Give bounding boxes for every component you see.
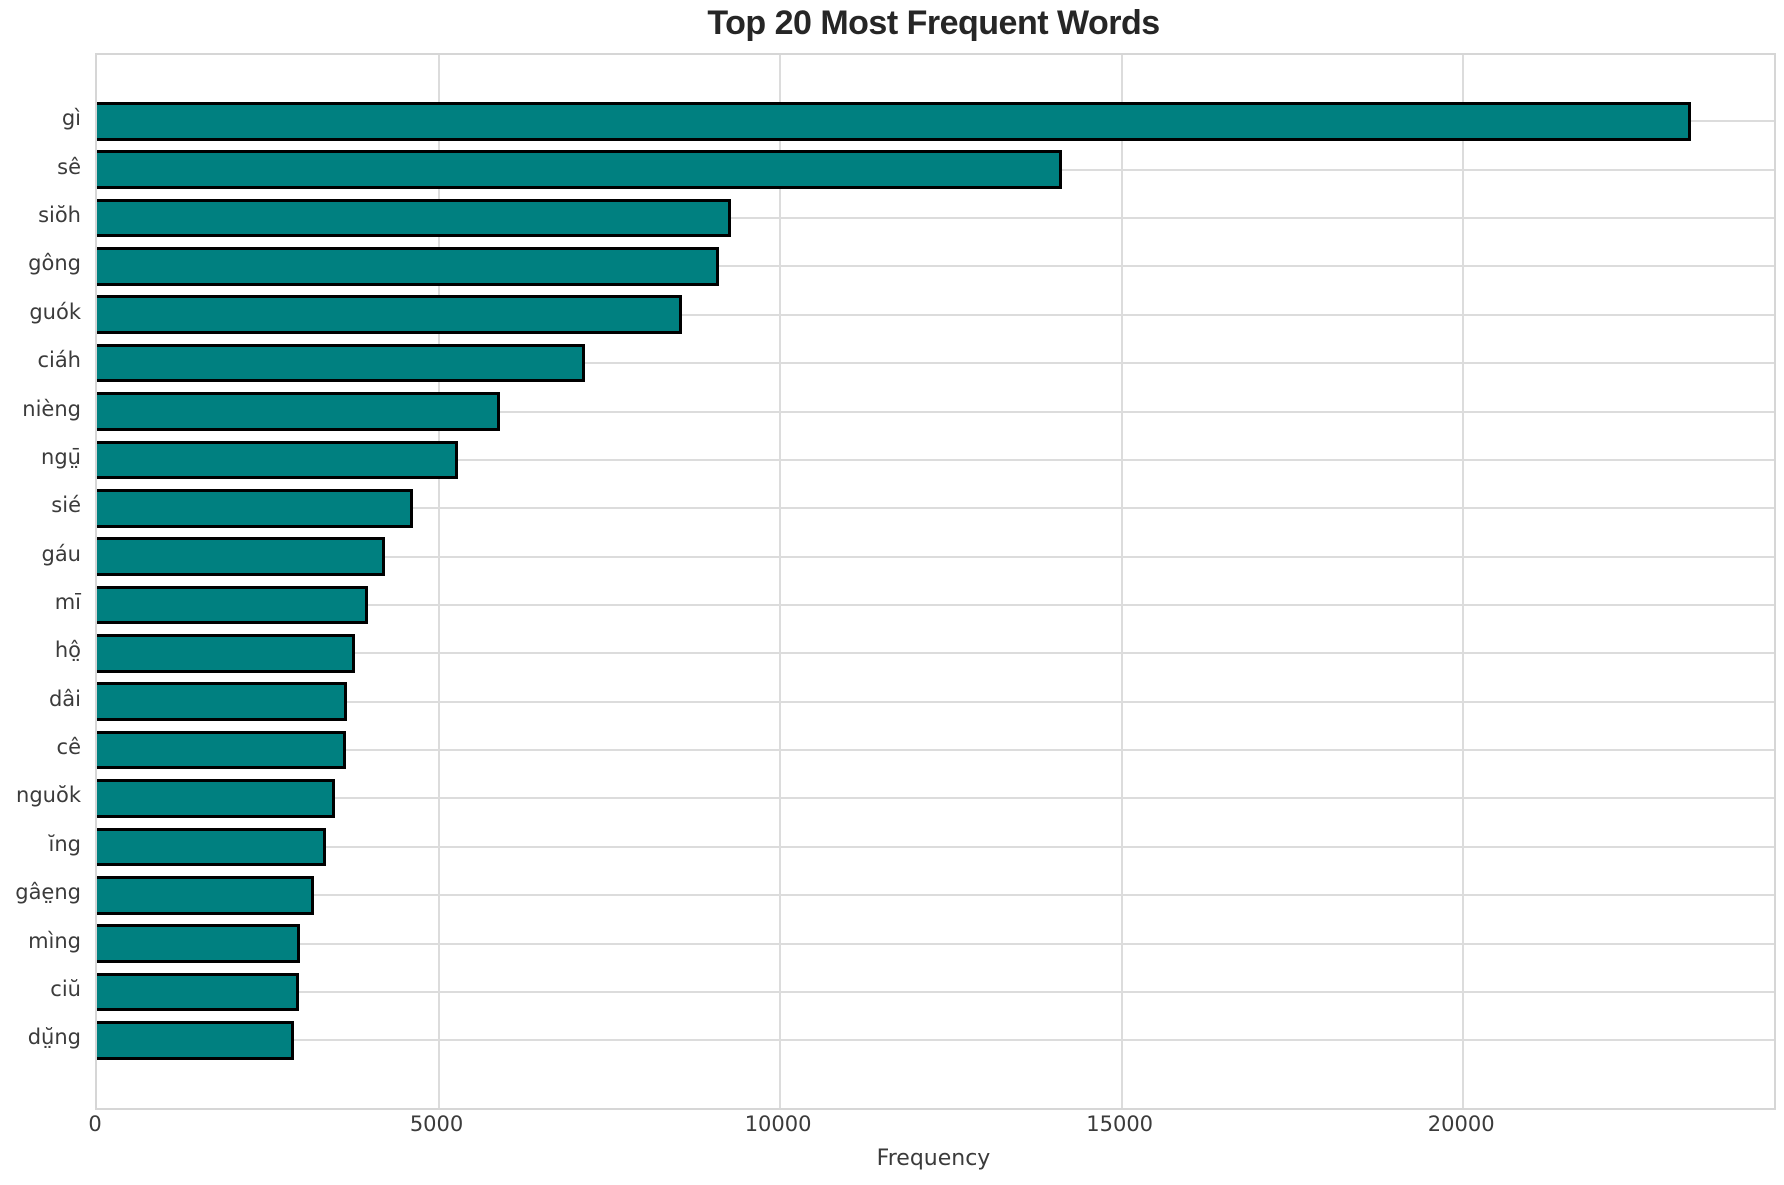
y-tick-label: nièng <box>22 396 81 421</box>
y-tick-label: sié <box>51 493 81 518</box>
bar-guók <box>97 295 682 335</box>
x-gridline <box>437 55 440 1108</box>
y-gridline <box>97 217 1774 220</box>
chart-title: Top 20 Most Frequent Words <box>707 4 1160 42</box>
x-tick-label: 15000 <box>1086 1112 1154 1136</box>
y-gridline <box>97 652 1774 655</box>
y-tick-label: dâi <box>48 686 81 711</box>
bar-dâi <box>97 682 347 722</box>
y-tick-label: cê <box>56 735 81 760</box>
x-gridline <box>779 55 782 1108</box>
x-tick-label: 5000 <box>409 1112 464 1136</box>
y-gridline <box>97 894 1774 897</box>
x-gridline <box>1462 55 1465 1108</box>
y-gridline <box>97 458 1774 461</box>
y-gridline <box>97 507 1774 510</box>
y-gridline <box>97 1039 1774 1042</box>
y-gridline <box>97 362 1774 365</box>
bar-nguŏk <box>97 779 335 818</box>
y-gridline <box>97 797 1774 800</box>
y-tick-label: hô̤ <box>54 638 81 663</box>
x-tick-label: 0 <box>88 1112 102 1136</box>
y-tick-label: sê <box>57 154 81 179</box>
bar-gáu <box>97 537 385 576</box>
y-tick-label: nguŏk <box>16 783 81 808</box>
y-tick-label: ngṳ̄ <box>41 444 81 469</box>
x-tick-label: 10000 <box>744 1112 812 1136</box>
y-gridline <box>97 555 1774 558</box>
bar-ciŭ <box>97 972 300 1012</box>
bar-ĭng <box>97 827 326 867</box>
bar-ngṳ̄ <box>97 440 459 480</box>
y-gridline <box>97 265 1774 268</box>
y-tick-label: dṳ̆ng <box>27 1025 81 1050</box>
y-gridline <box>97 749 1774 752</box>
bar-gâe̤ng <box>97 875 315 915</box>
y-gridline <box>97 604 1774 606</box>
y-tick-label: ciŭ <box>50 976 81 1001</box>
plot-area <box>95 53 1776 1110</box>
x-gridline <box>1120 55 1123 1108</box>
y-gridline <box>97 313 1774 316</box>
bar-mìng <box>97 924 300 963</box>
bar-siŏh <box>97 198 731 238</box>
bar-ciáh <box>97 343 586 383</box>
bar-sié <box>97 488 414 528</box>
y-gridline <box>97 410 1774 413</box>
y-tick-label: guók <box>29 299 81 324</box>
bar-cê <box>97 730 347 770</box>
bar-dṳ̆ng <box>97 1021 295 1060</box>
bar-gông <box>97 247 719 286</box>
y-tick-label: gông <box>28 251 81 276</box>
y-tick-label: ĭng <box>48 831 81 856</box>
y-tick-label: gì <box>61 106 81 131</box>
y-tick-label: siŏh <box>38 203 81 228</box>
bar-mī <box>97 585 368 625</box>
x-tick-label: 20000 <box>1427 1112 1495 1136</box>
y-tick-label: gáu <box>41 541 81 566</box>
y-tick-label: mī <box>54 590 81 614</box>
y-gridline <box>97 845 1774 848</box>
y-tick-label: ciáh <box>37 348 81 373</box>
bar-gì <box>97 102 1692 141</box>
bar-hô̤ <box>97 634 356 673</box>
bar-nièng <box>97 392 501 431</box>
bar-sê <box>97 150 1062 189</box>
y-gridline <box>97 700 1774 703</box>
y-gridline <box>97 942 1774 945</box>
y-tick-label: gâe̤ng <box>15 880 81 905</box>
y-gridline <box>97 990 1774 993</box>
y-tick-label: mìng <box>28 928 81 953</box>
x-axis-title: Frequency <box>876 1146 991 1171</box>
